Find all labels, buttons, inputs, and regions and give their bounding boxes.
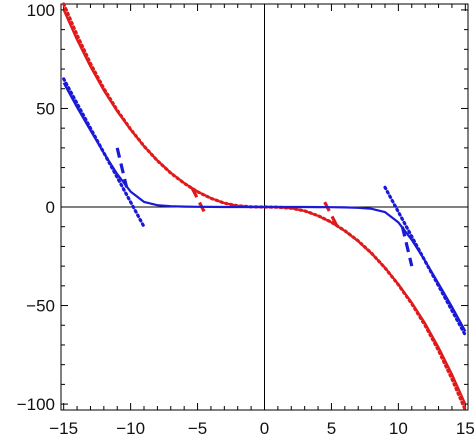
y-tick-label: −50 — [26, 297, 55, 316]
y-tick-label: 100 — [27, 1, 55, 20]
series-layer — [62, 2, 467, 412]
series-line-blue-solid — [62, 82, 467, 332]
series-line-blue-dashed — [115, 147, 129, 188]
x-tick-label: 10 — [389, 419, 408, 438]
series-line-blue-dotted — [62, 77, 146, 229]
y-tick-label: 0 — [46, 198, 55, 217]
y-tick-label: −100 — [17, 395, 55, 414]
y-tick-label: 50 — [36, 99, 55, 118]
series-line-red-dashed — [190, 187, 206, 213]
series-line-blue-dotted — [383, 185, 467, 337]
series-line-blue-dashed — [400, 226, 414, 267]
x-tick-label: 15 — [456, 419, 474, 438]
x-tick-label: −15 — [49, 419, 78, 438]
x-tick-label: −5 — [188, 419, 207, 438]
series-line-red-dashed — [323, 201, 339, 227]
x-tick-label: 0 — [260, 419, 269, 438]
x-tick-label: 5 — [327, 419, 336, 438]
x-tick-label: −10 — [116, 419, 145, 438]
